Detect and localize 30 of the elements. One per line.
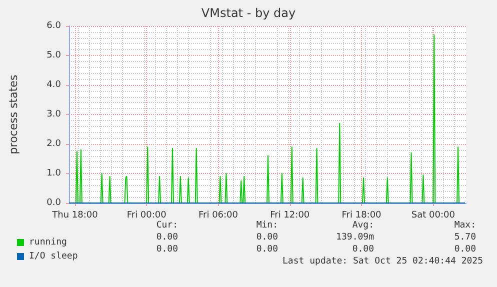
y-tick-label: 5.0: [46, 50, 62, 60]
x-tick-label: Fri 18:00: [342, 210, 382, 220]
text: Avg:: [352, 220, 374, 230]
y-tick-label: 1.0: [46, 168, 62, 178]
x-tick-label: Thu 18:00: [51, 210, 98, 220]
x-tick-label: Fri 12:00: [270, 210, 310, 220]
x-tick-label: Sat 00:00: [411, 210, 456, 220]
text: 0.00: [156, 232, 178, 242]
text: 0.00: [156, 244, 178, 254]
text: 0.00: [454, 244, 476, 254]
text: 5.70: [454, 232, 476, 242]
text: Min:: [256, 220, 278, 230]
text: 0.00: [256, 244, 278, 254]
legend-label: running: [29, 238, 67, 248]
text: Max:: [454, 220, 476, 230]
legend-label: I/O sleep: [29, 252, 78, 262]
x-tick-label: Fri 00:00: [126, 210, 167, 220]
text: Cur:: [156, 220, 178, 230]
y-tick-label: 0.0: [46, 198, 62, 208]
text: Last update: Sat Oct 25 02:40:44 2025: [282, 256, 483, 266]
y-axis-title: process states: [7, 74, 20, 154]
chart-title: VMstat - by day: [201, 6, 296, 20]
y-tick-label: 3.0: [46, 110, 62, 120]
y-tick-label: 6.0: [46, 21, 62, 31]
text: 0.00: [352, 244, 374, 254]
y-tick-label: 4.0: [46, 80, 62, 90]
text: 0.00: [256, 232, 278, 242]
y-tick-label: 2.0: [46, 139, 62, 149]
x-tick-label: Fri 06:00: [198, 210, 238, 220]
text: 139.09m: [336, 232, 374, 242]
